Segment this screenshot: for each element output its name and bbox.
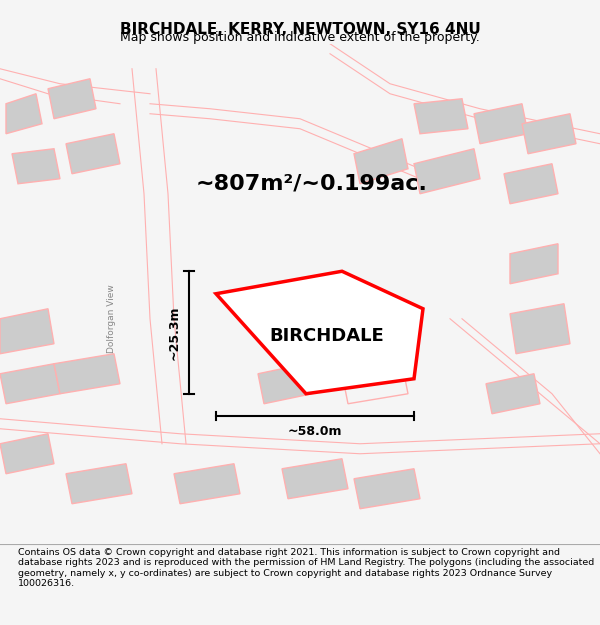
- Text: BIRCHDALE, KERRY, NEWTOWN, SY16 4NU: BIRCHDALE, KERRY, NEWTOWN, SY16 4NU: [119, 22, 481, 37]
- Polygon shape: [6, 94, 42, 134]
- Polygon shape: [504, 164, 558, 204]
- Polygon shape: [510, 244, 558, 284]
- Polygon shape: [354, 139, 408, 184]
- Polygon shape: [54, 354, 120, 394]
- Polygon shape: [282, 459, 348, 499]
- Polygon shape: [0, 309, 54, 354]
- Text: Contains OS data © Crown copyright and database right 2021. This information is : Contains OS data © Crown copyright and d…: [18, 548, 594, 588]
- Text: BIRCHDALE: BIRCHDALE: [269, 328, 385, 345]
- Polygon shape: [12, 149, 60, 184]
- Polygon shape: [522, 114, 576, 154]
- Text: Dolforgan View: Dolforgan View: [107, 284, 115, 353]
- Polygon shape: [174, 464, 240, 504]
- Text: Map shows position and indicative extent of the property.: Map shows position and indicative extent…: [120, 31, 480, 44]
- Polygon shape: [0, 434, 54, 474]
- Polygon shape: [510, 304, 570, 354]
- Polygon shape: [414, 99, 468, 134]
- Polygon shape: [486, 374, 540, 414]
- Polygon shape: [414, 149, 480, 194]
- Polygon shape: [66, 464, 132, 504]
- Polygon shape: [354, 469, 420, 509]
- Polygon shape: [0, 364, 60, 404]
- Text: ~807m²/~0.199ac.: ~807m²/~0.199ac.: [196, 174, 428, 194]
- Polygon shape: [258, 364, 312, 404]
- Polygon shape: [66, 134, 120, 174]
- Polygon shape: [48, 79, 96, 119]
- Text: ~25.3m: ~25.3m: [167, 305, 181, 360]
- Text: ~58.0m: ~58.0m: [288, 425, 342, 438]
- Polygon shape: [474, 104, 528, 144]
- Polygon shape: [216, 271, 423, 394]
